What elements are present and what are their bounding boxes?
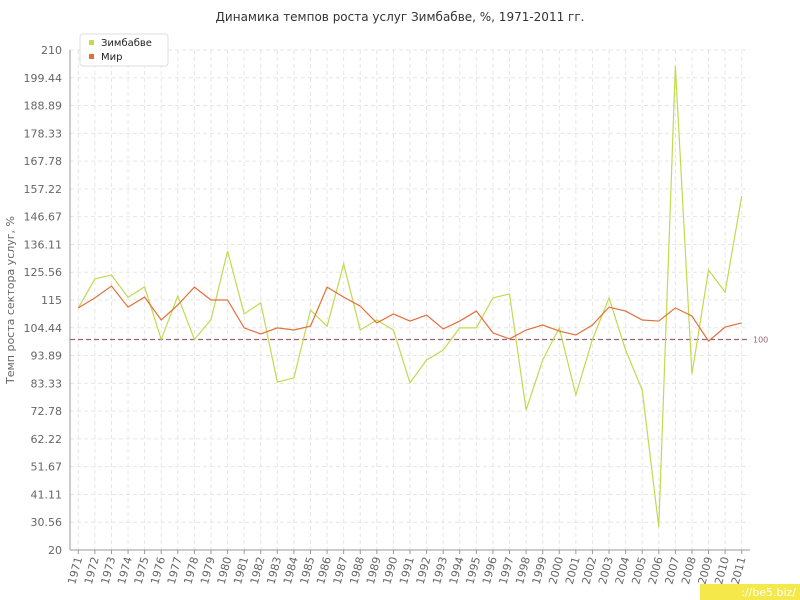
y-tick-label: 30.56 [31,516,63,529]
y-axis-label: Темп роста сектора услуг, % [4,216,17,385]
y-tick-label: 125.56 [24,266,63,279]
legend-swatch [89,54,94,59]
y-tick-label: 41.11 [31,488,63,501]
y-tick-label: 51.67 [31,461,63,474]
y-tick-label: 62.22 [31,433,63,446]
y-tick-label: 136.11 [24,238,63,251]
y-tick-label: 115 [41,294,62,307]
reference-label: 100 [753,335,768,344]
series-line [77,285,742,342]
y-tick-label: 93.89 [31,350,63,363]
legend-label: Зимбабве [101,38,152,49]
y-tick-label: 157.22 [24,183,63,196]
y-tick-label: 178.33 [24,127,63,140]
y-tick-label: 199.44 [24,72,63,85]
legend-swatch [89,40,94,45]
y-tick-label: 104.44 [24,322,63,335]
y-tick-label: 188.89 [24,100,63,113]
y-tick-label: 210 [41,44,62,57]
legend-label: Мир [101,52,122,63]
legend: Зимбабве Мир [79,33,169,67]
x-tick-label: 2011 [729,555,749,585]
watermark: ://be5.biz/ [741,586,796,599]
y-tick-label: 20 [48,544,62,557]
y-tick-label: 146.67 [24,211,63,224]
y-tick-label: 83.33 [31,377,63,390]
legend-box [79,33,169,67]
watermark-bg [700,584,800,600]
y-tick-label: 167.78 [24,155,63,168]
series-line [77,66,743,528]
chart-title: Динамика темпов роста услуг Зимбабве, %,… [216,10,585,24]
y-tick-label: 72.78 [31,405,63,418]
